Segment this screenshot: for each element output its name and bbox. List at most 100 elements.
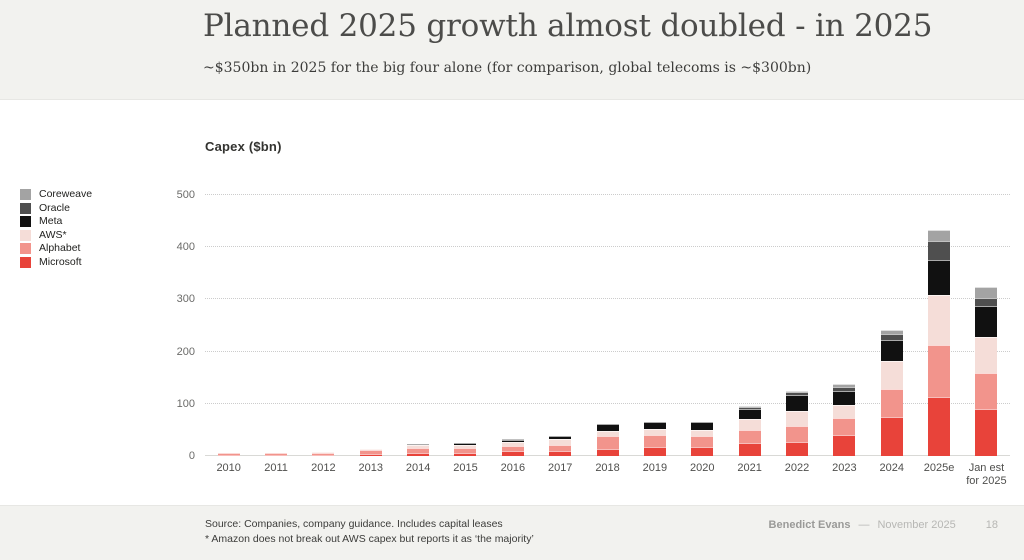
x-axis-label: Jan est for 2025 (966, 462, 1007, 487)
bar-stack (691, 422, 714, 456)
bar-segment-coreweave (738, 406, 761, 407)
page-number: 18 (985, 519, 998, 531)
x-axis-label: 2010 (216, 462, 241, 474)
chart-legend: Coreweave Oracle Meta AWS* Alphabet Microsoft (20, 188, 92, 269)
x-axis-label: 2022 (784, 462, 810, 474)
bar-stack (407, 444, 430, 456)
bar-segment-alphabet (454, 447, 477, 453)
bar-stack (738, 406, 761, 456)
bar-segment-oracle (833, 387, 856, 391)
x-axis-label: 2021 (737, 462, 762, 474)
x-axis-label: 2024 (879, 462, 904, 474)
grid-line: 300 (177, 293, 1010, 305)
bar-segment-coreweave (833, 384, 856, 388)
author-name: Benedict Evans (768, 519, 851, 531)
bar-group (537, 195, 584, 456)
bar-segment-alphabet (596, 435, 619, 449)
bar-segment-aws (833, 404, 856, 419)
bar-stack (975, 287, 998, 456)
header-band: Planned 2025 growth almost doubled - in … (0, 0, 1024, 100)
credit-dash: — (858, 519, 870, 531)
legend-swatch-icon (20, 189, 31, 201)
bar-segment-alphabet (549, 444, 572, 452)
y-tick-label: 500 (176, 189, 195, 201)
bar-segment-microsoft (833, 435, 856, 456)
bar-segment-meta (501, 439, 524, 443)
bar-segment-meta (975, 305, 998, 338)
bar-segment-alphabet (265, 453, 288, 455)
bar-group (821, 195, 868, 456)
legend-item: Oracle (20, 202, 92, 216)
bar-stack (549, 435, 572, 456)
bar-segment-microsoft (785, 442, 808, 456)
bar-segment-aws (596, 431, 619, 436)
legend-swatch-icon (20, 216, 31, 228)
bar-segment-meta (880, 339, 903, 361)
bar-segment-oracle (785, 392, 808, 395)
bar-segment-microsoft (596, 448, 619, 456)
bar-group (394, 195, 441, 456)
bar-group (300, 195, 347, 456)
bar-stack (265, 452, 288, 456)
bar-segment-microsoft (359, 453, 382, 456)
y-tick-label: 100 (176, 397, 195, 410)
bar-segment-microsoft (643, 447, 666, 456)
bar-group (252, 195, 299, 456)
bar-segment-aws (880, 360, 903, 390)
x-axis-label: 2019 (642, 462, 668, 474)
bars-layer (205, 195, 1010, 456)
footer-credit: Benedict Evans — November 2025 18 (769, 519, 998, 531)
bar-stack (596, 424, 619, 456)
legend-swatch-icon (20, 202, 31, 214)
bar-segment-alphabet (738, 430, 761, 444)
y-tick-label: 0 (188, 450, 195, 462)
bar-segment-aws (738, 418, 761, 431)
legend-item: Coreweave (20, 188, 92, 202)
legend-label: Microsoft (39, 255, 82, 268)
bar-group (726, 195, 773, 456)
x-axis-label: 2020 (690, 462, 715, 474)
bar-segment-alphabet (928, 344, 951, 398)
bar-stack (785, 391, 808, 456)
x-axis-labels: 2010 2011 2012 2013 2014 2015 2016 2017 2018 2019… (205, 456, 1010, 488)
bar-segment-oracle (880, 334, 903, 340)
bar-segment-meta (833, 390, 856, 405)
bar-segment-aws (975, 337, 998, 373)
bar-segment-meta (691, 422, 714, 431)
bar-segment-meta (643, 421, 666, 430)
bar-segment-microsoft (928, 397, 951, 456)
bar-segment-alphabet (501, 446, 524, 452)
x-axis-label: 2023 (832, 462, 857, 474)
bar-segment-coreweave (785, 391, 808, 393)
bar-stack (217, 452, 240, 456)
bar-segment-microsoft (975, 409, 998, 456)
bar-segment-meta (928, 259, 951, 296)
y-tick-label: 400 (176, 241, 195, 254)
y-tick-label: 200 (176, 345, 195, 358)
bar-segment-meta (785, 394, 808, 412)
bar-stack (643, 421, 666, 456)
bar-segment-meta (359, 448, 382, 450)
bar-stack (880, 329, 903, 456)
legend-swatch-icon (20, 229, 31, 241)
bar-segment-microsoft (691, 447, 714, 456)
x-axis-label: 2014 (405, 462, 431, 474)
legend-label: Oracle (39, 201, 70, 214)
bar-group (442, 195, 489, 456)
bar-segment-microsoft (501, 451, 524, 456)
source-line-2: * Amazon does not break out AWS capex bu… (205, 533, 534, 545)
grid-line: 500 (177, 189, 1010, 201)
x-axis-label: 2012 (311, 462, 336, 474)
bar-segment-aws (501, 442, 524, 447)
bar-segment-meta (265, 452, 288, 454)
bar-segment-oracle (501, 438, 524, 440)
bar-segment-alphabet (407, 447, 430, 454)
legend-item: Meta (20, 215, 92, 229)
presentation-date: November 2025 (877, 519, 956, 531)
bar-stack (359, 448, 382, 456)
bar-segment-oracle (928, 240, 951, 260)
bar-segment-oracle (738, 406, 761, 410)
chart-plot-area: 0 100 200 300 400 500 2010 2011 2012 2013 2014 201… (177, 189, 1010, 487)
bar-segment-microsoft (265, 454, 288, 456)
